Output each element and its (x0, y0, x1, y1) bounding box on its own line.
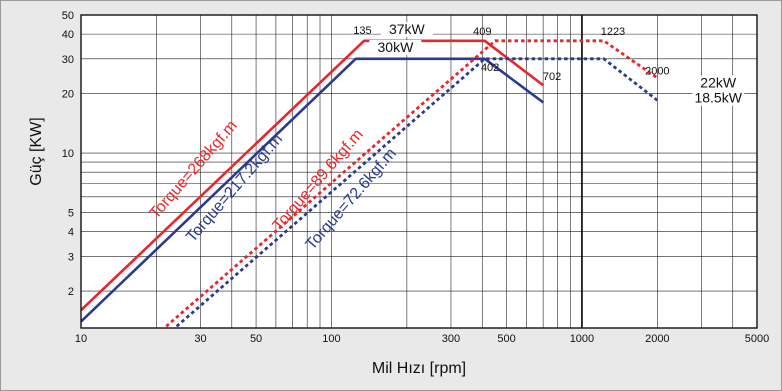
series-lines (81, 39, 659, 328)
annotation-label: 402 (481, 62, 499, 74)
x-tick-label: 2000 (645, 333, 669, 345)
series-line-blue-solid (81, 57, 545, 323)
annotation-backdrop (380, 22, 433, 38)
y-tick-label: 30 (62, 54, 74, 66)
x-tick-label: 30 (194, 333, 206, 345)
x-tick-label: 100 (322, 333, 340, 345)
tick-labels: 10 30 50 100 300 500 1000 2000 5000 2 3 4 5 10 20 30 40 5… (62, 10, 769, 345)
x-tick-label: 10 (75, 333, 87, 345)
grid (80, 14, 758, 328)
plot-border (80, 14, 758, 329)
annotation-label: 30kW (378, 39, 415, 55)
y-tick-label: 5 (68, 207, 74, 219)
x-tick-label: 5000 (745, 333, 769, 345)
annotation-label: 37kW (389, 21, 426, 37)
annotation-label: 18.5kW (694, 90, 742, 106)
x-tick-label: 500 (497, 333, 515, 345)
y-tick-label: 4 (68, 227, 74, 239)
x-axis-label: Mil Hızı [rpm] (372, 360, 466, 377)
y-tick-label: 3 (68, 251, 74, 263)
y-axis-label: Güç [KW] (28, 117, 45, 185)
x-tick-label: 50 (250, 333, 262, 345)
series-line-red-dashed (162, 39, 659, 328)
annotation-backdrop (692, 75, 745, 91)
series-line-red-solid (81, 39, 545, 312)
annotation-label: 135 (353, 25, 371, 37)
series-line-blue-dashed (172, 57, 659, 328)
annotation-label: 409 (473, 26, 491, 38)
y-tick-label: 10 (62, 148, 74, 160)
annotation-backdrop (692, 90, 745, 106)
y-tick-label: 40 (62, 29, 74, 41)
x-tick-label: 300 (442, 333, 460, 345)
plot-background (81, 15, 757, 328)
annotation-label: 702 (543, 71, 561, 83)
annotation-label: 2000 (645, 65, 669, 77)
annotation-backdrop (369, 39, 422, 55)
y-tick-label: 20 (62, 89, 74, 101)
annotation-label: 22kW (700, 74, 737, 90)
x-tick-label: 1000 (570, 333, 594, 345)
y-tick-label: 50 (62, 10, 74, 22)
y-tick-label: 2 (68, 286, 74, 298)
annotation-label: 1223 (601, 26, 625, 38)
